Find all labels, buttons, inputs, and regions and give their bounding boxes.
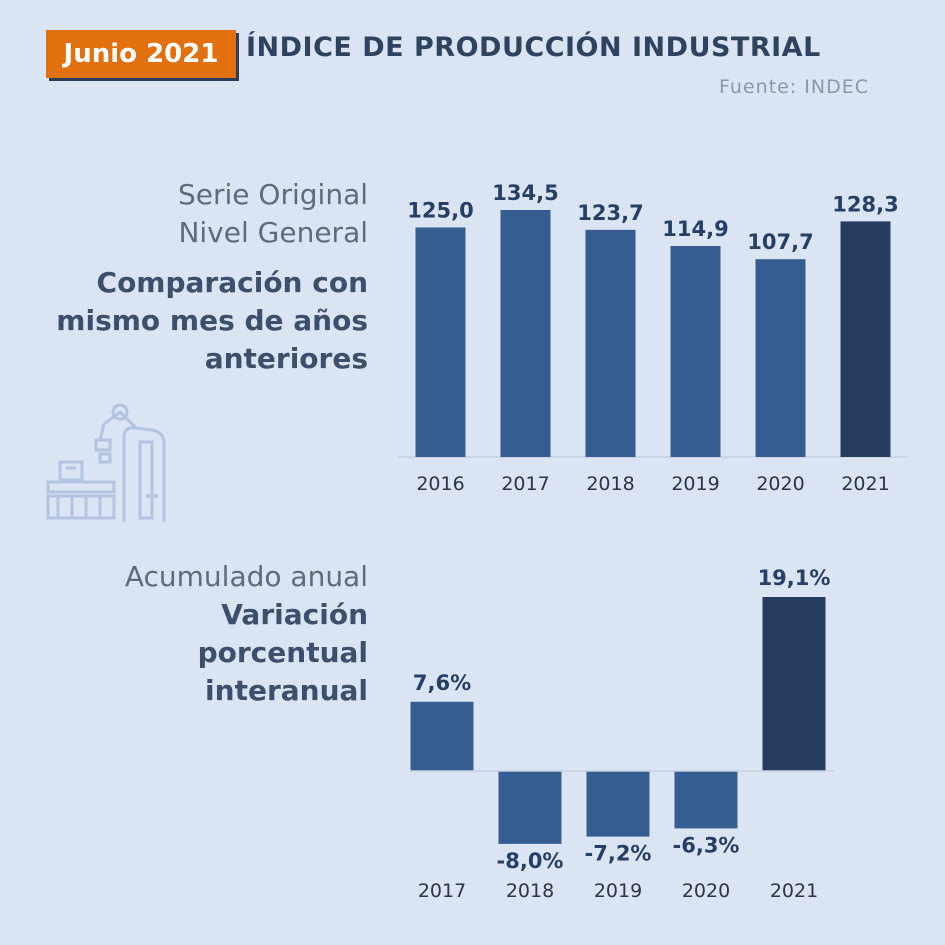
chart1-bar-2017 xyxy=(500,210,551,457)
chart1-tick-label: 2016 xyxy=(416,473,464,495)
variation-label-2: porcentual xyxy=(197,636,368,669)
level-label: Nivel General xyxy=(178,216,368,249)
chart1-bar-2020 xyxy=(755,259,806,457)
period-badge: Junio 2021 xyxy=(46,30,236,78)
chart1-tick-label: 2018 xyxy=(586,473,634,495)
chart2-bar-2019 xyxy=(586,771,650,837)
chart1-value-label: 114,9 xyxy=(662,217,728,241)
chart2-bar-2020 xyxy=(674,771,738,829)
chart1-tick-label: 2017 xyxy=(501,473,549,495)
section1-labels: Serie Original Nivel General Comparación… xyxy=(56,176,368,378)
chart2-value-label: -7,2% xyxy=(585,842,652,866)
variation-label-1: Variación xyxy=(221,598,368,631)
variation-label-3: interanual xyxy=(205,674,368,707)
chart1-tick-label: 2019 xyxy=(671,473,719,495)
section2-labels: Acumulado anual Variación porcentual int… xyxy=(125,558,368,710)
page-title: ÍNDICE DE PRODUCCIÓN INDUSTRIAL xyxy=(246,32,821,63)
chart2-bar-2017 xyxy=(410,701,474,771)
comparison-label-3: anteriores xyxy=(204,342,368,375)
chart1-value-label: 123,7 xyxy=(577,201,643,225)
industrial-robot-arm-icon xyxy=(46,403,166,522)
chart1-tick-label: 2021 xyxy=(841,473,889,495)
chart2-tick-label: 2021 xyxy=(770,880,818,902)
chart1-value-label: 107,7 xyxy=(747,230,813,254)
chart1-value-label: 128,3 xyxy=(832,192,898,216)
chart2-tick-label: 2019 xyxy=(594,880,642,902)
chart1-value-label: 125,0 xyxy=(407,198,473,222)
chart2-value-label: 19,1% xyxy=(758,566,831,590)
chart2-value-label: -8,0% xyxy=(497,849,564,873)
chart2-tick-label: 2017 xyxy=(418,880,466,902)
chart2-tick-label: 2018 xyxy=(506,880,554,902)
chart1-value-label: 134,5 xyxy=(492,181,558,205)
chart1-tick-label: 2020 xyxy=(756,473,804,495)
series-label: Serie Original xyxy=(178,178,368,211)
chart1-bar-2019 xyxy=(670,245,721,457)
chart1-bar-2018 xyxy=(585,229,636,457)
chart2-bar-2021 xyxy=(762,597,826,771)
chart2-value-label: -6,3% xyxy=(673,833,740,857)
chart2-bar-2018 xyxy=(498,771,562,844)
chart2-value-label: 7,6% xyxy=(413,671,471,695)
chart1-bar-2016 xyxy=(415,227,466,457)
cumulative-label: Acumulado anual xyxy=(124,560,368,593)
comparison-label-1: Comparación con xyxy=(96,266,368,299)
chart1-bar-2021 xyxy=(840,221,891,457)
source-note: Fuente: INDEC xyxy=(719,76,869,98)
chart2-tick-label: 2020 xyxy=(682,880,730,902)
comparison-label-2: mismo mes de años xyxy=(56,304,368,337)
